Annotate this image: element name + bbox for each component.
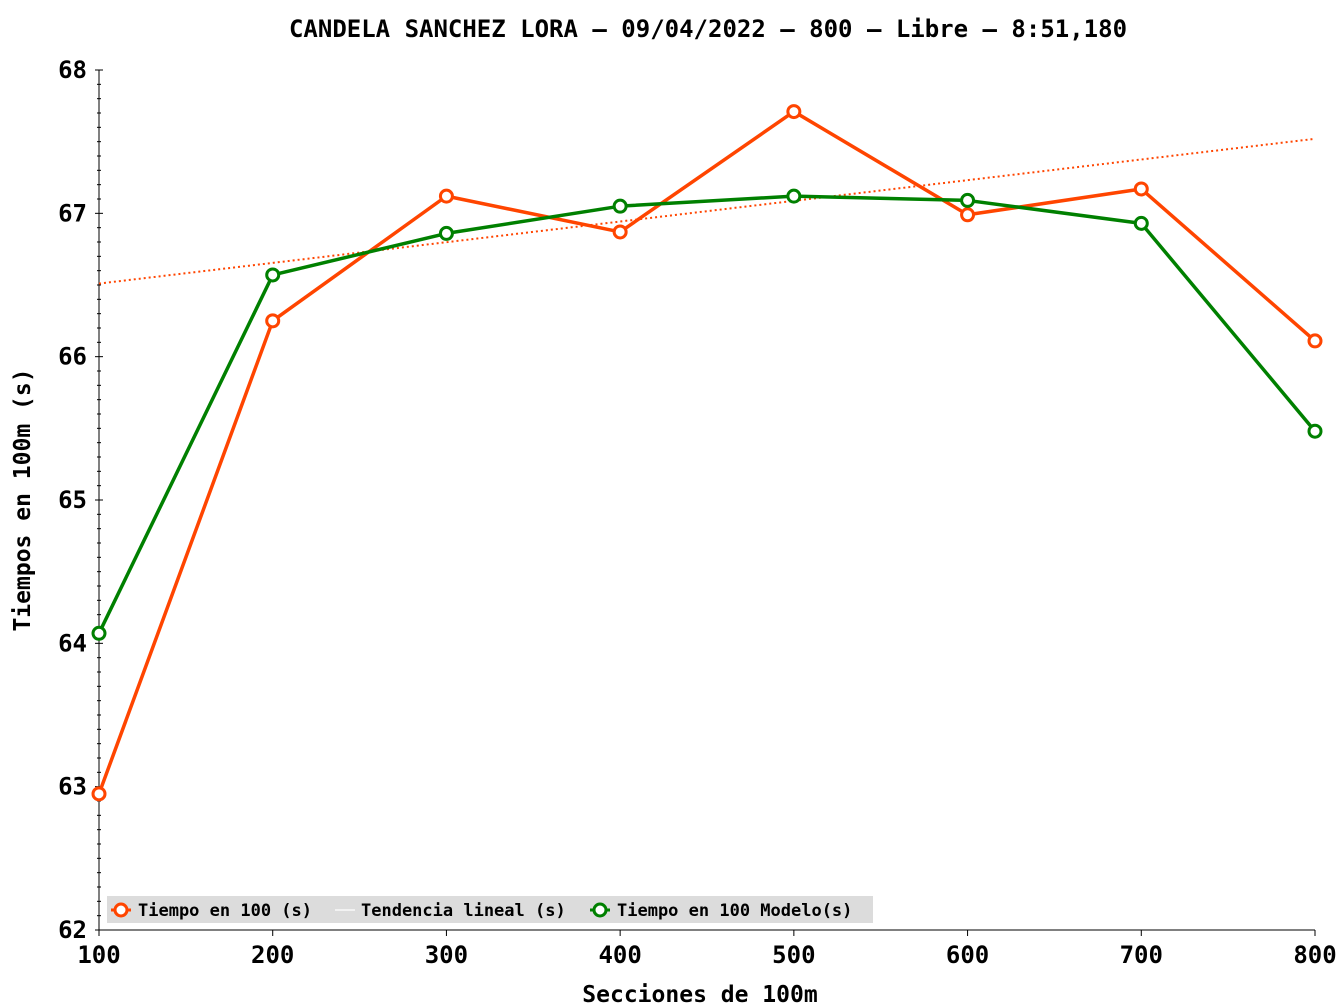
series-line — [97, 194, 1317, 636]
data-point — [91, 625, 107, 641]
x-axis-label: Secciones de 100m — [582, 982, 817, 1005]
data-point — [1133, 181, 1149, 197]
data-point — [786, 188, 802, 204]
legend-label: Tiempo en 100 Modelo(s) — [617, 901, 852, 921]
series-tendencia-lineal-s — [98, 137, 1316, 285]
legend-label: Tiempo en 100 (s) — [138, 901, 312, 921]
data-point — [1307, 423, 1323, 439]
y-tick-label: 64 — [58, 629, 87, 657]
axes: 62 63 64 65 66 67 68 100 200 300 400 500 600 700 800 — [58, 56, 1337, 969]
data-point — [1133, 215, 1149, 231]
data-point — [612, 198, 628, 214]
legend-swatch-marker — [113, 902, 129, 918]
legend-box — [107, 896, 873, 923]
legend-swatch-marker — [592, 902, 608, 918]
series-layer — [91, 104, 1323, 802]
data-point — [265, 267, 281, 283]
x-tick-label: 100 — [77, 941, 120, 969]
legend-label: Tendencia lineal (s) — [361, 901, 566, 921]
data-point — [91, 786, 107, 802]
data-point — [786, 104, 802, 120]
x-tick-label: 400 — [598, 941, 641, 969]
y-tick-label: 66 — [58, 343, 87, 371]
data-point — [1307, 333, 1323, 349]
x-tick-label: 300 — [425, 941, 468, 969]
y-tick-label: 65 — [58, 486, 87, 514]
data-point — [438, 225, 454, 241]
y-tick-label: 67 — [58, 199, 87, 227]
series-line — [97, 109, 1317, 796]
series-tiempo-en-100-s — [91, 104, 1323, 802]
y-axis-label: Tiempos en 100m (s) — [10, 368, 36, 631]
x-tick-label: 800 — [1293, 941, 1336, 969]
series-tiempo-en-100-modelo-s — [91, 188, 1323, 641]
legend: Tiempo en 100 (s) Tendencia lineal (s) Tie… — [107, 896, 873, 923]
x-tick-label: 700 — [1120, 941, 1163, 969]
x-tick-label: 200 — [251, 941, 294, 969]
y-tick-label: 62 — [58, 916, 87, 944]
y-tick-label: 63 — [58, 773, 87, 801]
x-tick-label: 600 — [946, 941, 989, 969]
data-point — [960, 192, 976, 208]
trend-line — [98, 137, 1316, 285]
x-tick-label: 500 — [772, 941, 815, 969]
data-point — [612, 224, 628, 240]
y-tick-label: 68 — [58, 56, 87, 84]
data-point — [960, 207, 976, 223]
data-point — [438, 188, 454, 204]
data-point — [265, 313, 281, 329]
chart-title: CANDELA SANCHEZ LORA – 09/04/2022 – 800 … — [289, 15, 1127, 43]
